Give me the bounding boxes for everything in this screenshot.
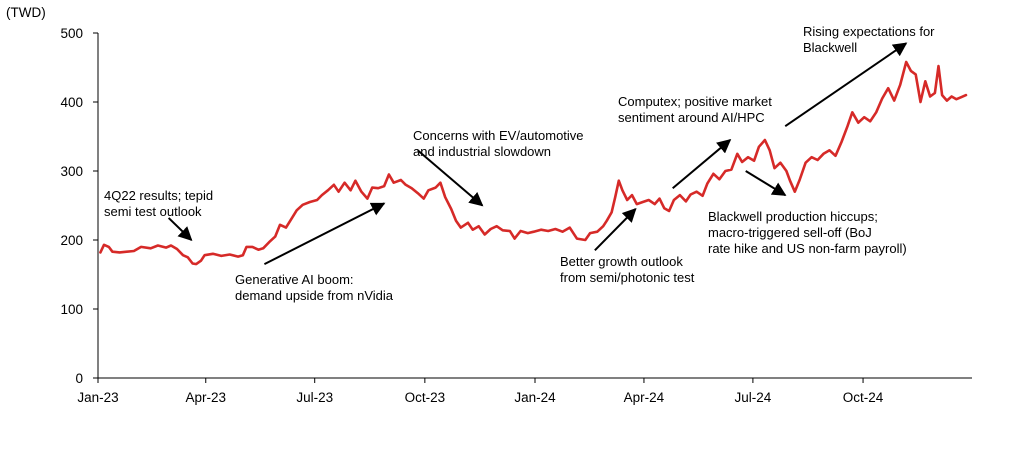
annotation-genai-boom: Generative AI boom:demand upside from nV… xyxy=(235,202,394,303)
annotation-arrow xyxy=(167,217,193,241)
annotation-text: demand upside from nVidia xyxy=(235,288,394,303)
y-tick-label: 300 xyxy=(60,164,83,179)
annotation-arrow xyxy=(263,202,386,266)
annotation-text: rate hike and US non-farm payroll) xyxy=(708,241,907,256)
annotation-text: Concerns with EV/automotive xyxy=(413,128,584,143)
unit-label: (TWD) xyxy=(6,5,46,20)
y-tick-label: 200 xyxy=(60,233,83,248)
annotation-arrow xyxy=(417,149,484,207)
annotation-text: 4Q22 results; tepid xyxy=(104,188,213,203)
x-tick-label: Oct-23 xyxy=(405,390,446,405)
x-tick-label: Jul-23 xyxy=(296,390,333,405)
annotation-text: Better growth outlook xyxy=(560,254,683,269)
x-tick-label: Oct-24 xyxy=(843,390,884,405)
y-tick-label: 100 xyxy=(60,302,83,317)
x-tick-label: Jul-24 xyxy=(735,390,772,405)
annotation-blackwell-hiccups: Blackwell production hiccups;macro-trigg… xyxy=(708,170,907,256)
y-tick-label: 500 xyxy=(60,26,83,41)
y-tick-label: 0 xyxy=(75,371,83,386)
annotation-text: Computex; positive market xyxy=(618,94,772,109)
series-layer xyxy=(99,60,968,266)
annotation-text: and industrial slowdown xyxy=(413,144,551,159)
annotation-text: sentiment around AI/HPC xyxy=(618,110,765,125)
annotation-text: Rising expectations for xyxy=(803,24,935,39)
axes: 0 100 200 300 400 500 Jan-23 Apr-23 Jul-23 Oct-23… xyxy=(60,26,972,405)
annotation-arrow xyxy=(784,42,908,127)
annotation-text: Blackwell production hiccups; xyxy=(708,209,878,224)
y-tick-label: 400 xyxy=(60,95,83,110)
annotation-text: semi test outlook xyxy=(104,204,202,219)
annotation-arrow xyxy=(672,139,732,190)
price-series-line xyxy=(99,60,968,266)
annotation-text: from semi/photonic test xyxy=(560,270,695,285)
annotation-text: macro-triggered sell-off (BoJ xyxy=(708,225,872,240)
annotation-text: Generative AI boom: xyxy=(235,272,354,287)
x-tick-label: Jan-24 xyxy=(514,390,556,405)
annotation-arrow xyxy=(745,170,787,197)
annotation-arrow xyxy=(594,207,637,252)
x-tick-label: Jan-23 xyxy=(77,390,118,405)
x-tick-label: Apr-24 xyxy=(624,390,665,405)
annotation-text: Blackwell xyxy=(803,40,857,55)
x-tick-label: Apr-23 xyxy=(185,390,226,405)
